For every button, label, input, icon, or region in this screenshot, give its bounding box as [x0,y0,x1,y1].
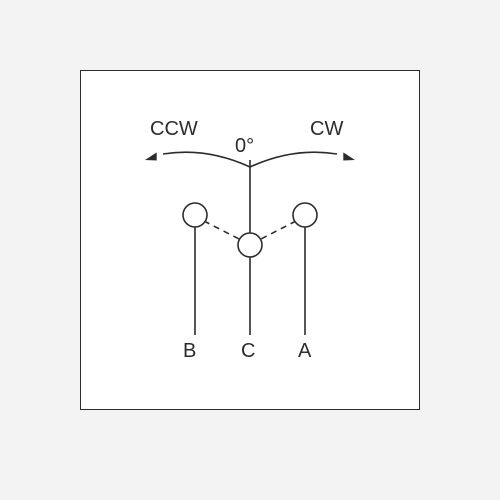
label-zero: 0° [235,135,254,158]
label-cw: CW [310,118,343,141]
rotation-diagram [0,0,500,500]
label-c: C [241,340,255,363]
link-right-dashed [259,221,296,240]
node-a [293,203,317,227]
label-ccw: CCW [150,118,198,141]
label-b: B [183,340,196,363]
arrow-cw-icon [343,152,355,160]
node-b [183,203,207,227]
node-c [238,233,262,257]
label-a: A [298,340,311,363]
arrow-ccw-icon [145,152,157,160]
link-left-dashed [204,221,241,240]
